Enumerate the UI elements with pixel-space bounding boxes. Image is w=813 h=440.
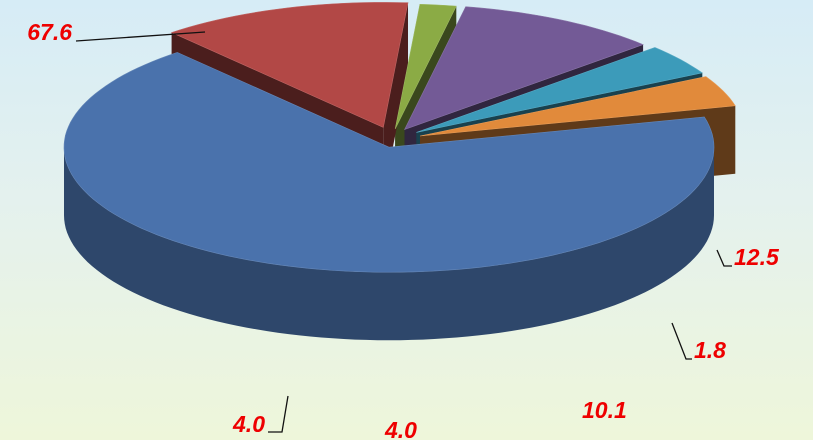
data-label-3: 1.8 <box>694 337 726 363</box>
slice-1-side <box>64 147 714 341</box>
slice-6-top <box>419 76 736 137</box>
data-label-2: 12.5 <box>734 244 780 270</box>
data-label-6: 4.0 <box>232 411 265 437</box>
data-label-5: 4.0 <box>384 417 417 440</box>
leader-line-1 <box>75 31 206 42</box>
leader-line-3 <box>671 322 692 360</box>
slice-5-top <box>416 47 704 133</box>
slice-2-top <box>170 2 409 128</box>
leader-line-2 <box>716 249 732 267</box>
data-label-1: 67.6 <box>27 19 72 45</box>
slice-1-top <box>63 52 715 273</box>
slice-3-top <box>394 3 457 130</box>
data-label-4: 10.1 <box>582 397 627 423</box>
leader-line-6 <box>268 395 289 433</box>
slice-4-top <box>404 6 644 131</box>
pie-top-layer <box>63 2 736 273</box>
